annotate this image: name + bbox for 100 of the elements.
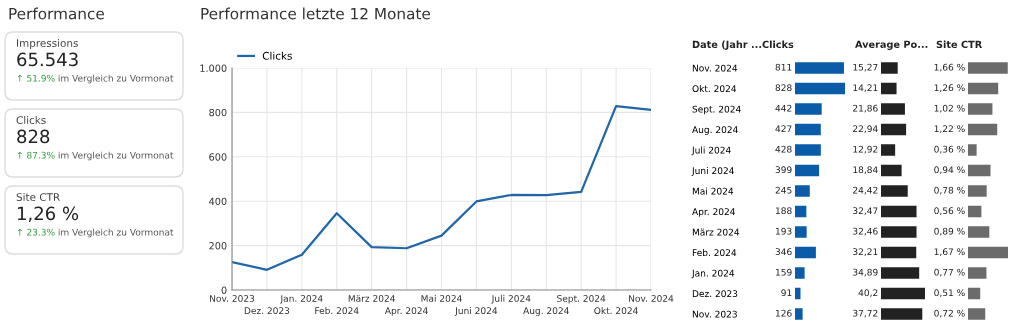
x-tick-label: Sept. 2024 — [557, 295, 606, 304]
text: Clicks — [16, 115, 46, 125]
data-label: 159 — [775, 268, 792, 276]
data-label: 12,92 — [853, 145, 878, 154]
text: im Vergleich zu Vormonat — [58, 228, 174, 238]
bar — [881, 267, 920, 279]
data-label: 346 — [775, 248, 792, 256]
data-label: 245 — [775, 186, 792, 194]
y-tick-label: 0 — [221, 286, 227, 294]
bar — [968, 144, 977, 156]
y-tick-label: Jan. 2024 — [691, 269, 735, 279]
y-tick-label: 600 — [209, 153, 227, 161]
y-tick-label: 400 — [209, 197, 227, 206]
bar — [968, 82, 999, 95]
bar — [968, 246, 1008, 259]
x-tick-label: März 2024 — [348, 294, 395, 302]
line-series — [232, 105, 651, 271]
y-tick-label: 800 — [209, 108, 227, 117]
text: Site CTR — [16, 192, 60, 202]
bar — [968, 287, 981, 300]
data-label: 91 — [781, 289, 792, 297]
bar — [968, 62, 1008, 74]
bar — [881, 123, 907, 136]
bar — [881, 205, 917, 218]
text: Performance — [9, 7, 104, 20]
data-label: 0,89 % — [934, 227, 965, 236]
data-label: 34,89 — [853, 268, 878, 277]
bar — [881, 103, 905, 115]
x-tick-label: Juni 2024 — [454, 307, 498, 316]
x-tick-label: Juli 2024 — [491, 294, 531, 304]
chart-title: Site CTR — [936, 40, 983, 49]
data-label: 1,66 % — [934, 63, 965, 72]
x-tick-label: Okt. 2024 — [594, 307, 638, 315]
bar — [795, 164, 820, 177]
data-label: 828 — [775, 84, 792, 92]
data-label: 0,51 % — [934, 289, 965, 298]
chart-title: Average Po... — [855, 40, 928, 50]
data-label: 32,47 — [853, 207, 878, 216]
text: ↑ 87.3% — [17, 151, 55, 159]
chart-title: Performance letzte 12 Monate — [201, 7, 431, 20]
bar — [968, 123, 998, 136]
bar — [795, 267, 805, 279]
bar — [881, 185, 908, 197]
y-tick-label: 200 — [209, 242, 227, 250]
bar — [795, 62, 844, 74]
data-label: 37,72 — [853, 309, 878, 318]
data-label: 0,77 % — [934, 268, 965, 277]
data-label: 1,26 % — [934, 84, 965, 93]
text: im Vergleich zu Vormonat — [58, 74, 174, 84]
bar — [968, 164, 991, 177]
bar — [795, 103, 822, 115]
data-label: 24,42 — [853, 186, 878, 195]
bar — [795, 185, 810, 197]
bar — [795, 144, 821, 156]
data-label: 188 — [775, 207, 792, 215]
bar — [881, 164, 902, 177]
y-tick-label: Aug. 2024 — [692, 126, 738, 135]
x-tick-label: Aug. 2024 — [523, 307, 569, 316]
data-label: 0,56 % — [934, 207, 965, 216]
data-label: 14,21 — [853, 84, 878, 93]
data-label: 193 — [775, 227, 792, 235]
x-tick-label: Nov. 2024 — [629, 295, 674, 302]
x-tick-label: Apr. 2024 — [384, 307, 428, 316]
data-label: 22,94 — [853, 125, 878, 134]
data-label: 1,67 % — [934, 248, 965, 257]
text: Date (Jahr ... — [692, 40, 762, 50]
bar — [968, 185, 987, 197]
y-tick-label: März 2024 — [692, 228, 740, 236]
data-label: 0,72 % — [934, 309, 965, 318]
bar — [881, 246, 917, 259]
bar — [881, 82, 897, 95]
bar — [795, 246, 816, 259]
bar — [795, 226, 807, 238]
bar — [968, 267, 987, 279]
y-tick-label: Juli 2024 — [691, 146, 731, 156]
bar — [795, 82, 845, 95]
bar — [968, 226, 990, 238]
data-label: 40,2 — [858, 289, 878, 298]
bar — [968, 308, 986, 320]
y-tick-label: Juni 2024 — [691, 167, 734, 176]
y-tick-label: Apr. 2024 — [692, 208, 735, 217]
bar — [881, 308, 923, 320]
text: 1,26 % — [17, 206, 79, 223]
data-label: 428 — [775, 145, 792, 153]
text: Impressions — [17, 38, 78, 50]
bar — [795, 308, 803, 320]
y-tick-label: Mai 2024 — [692, 187, 734, 195]
x-tick-label: Mai 2024 — [421, 294, 462, 302]
bar — [795, 205, 807, 218]
data-label: 21,86 — [853, 104, 878, 113]
y-tick-label: Okt. 2024 — [692, 85, 737, 93]
data-label: 399 — [775, 166, 792, 174]
text: ↑ 51.9% — [17, 74, 55, 82]
y-tick-label: 1.000 — [200, 64, 227, 72]
x-tick-label: Dez. 2023 — [244, 307, 290, 315]
chart-title: Clicks — [762, 40, 794, 49]
y-tick-label: Sept. 2024 — [692, 105, 741, 115]
data-label: 811 — [775, 63, 792, 71]
legend-label: Clicks — [262, 51, 292, 60]
bar — [881, 226, 917, 238]
